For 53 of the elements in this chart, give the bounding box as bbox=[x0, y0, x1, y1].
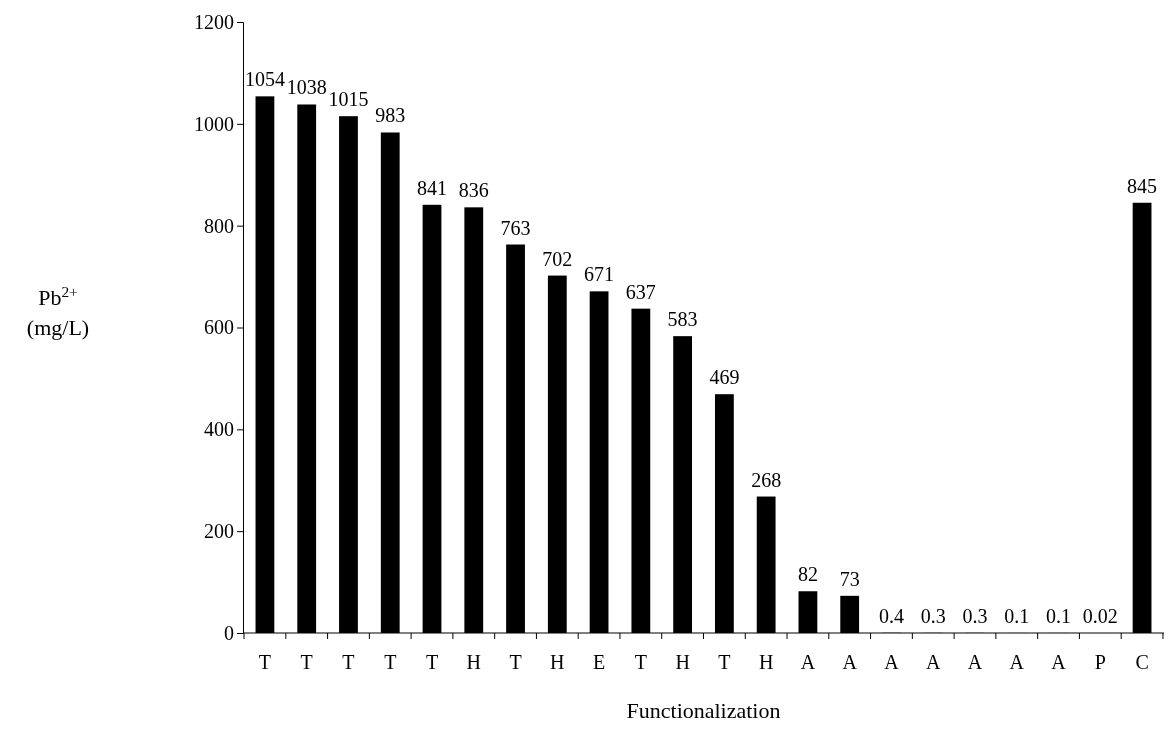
data-label: 763 bbox=[500, 216, 531, 239]
data-label: 268 bbox=[751, 468, 782, 491]
data-label: 845 bbox=[1127, 174, 1158, 197]
data-label: 82 bbox=[797, 563, 818, 586]
y-tick-label: 1000 bbox=[194, 112, 234, 135]
data-label: 1054 bbox=[244, 68, 285, 91]
y-tick-label: 400 bbox=[204, 418, 234, 441]
x-tick-label: H bbox=[466, 651, 481, 673]
x-tick-label: T bbox=[634, 651, 647, 673]
y-tick-label: 1200 bbox=[194, 10, 234, 33]
x-tick-label: T bbox=[384, 651, 397, 673]
data-label: 836 bbox=[458, 179, 489, 202]
x-tick-label: T bbox=[425, 651, 439, 673]
data-label: 0.02 bbox=[1082, 604, 1118, 627]
data-label: 1015 bbox=[328, 88, 369, 111]
x-tick-label: T bbox=[509, 651, 522, 673]
x-tick-label: T bbox=[718, 651, 731, 673]
data-label: 702 bbox=[542, 247, 573, 270]
x-tick-label: A bbox=[967, 651, 983, 673]
y-axis-title: Pb$^{2+}$ (mg/L) bbox=[26, 282, 90, 340]
x-tick-label: E bbox=[592, 651, 606, 673]
data-label: 469 bbox=[709, 366, 740, 389]
data-label: 73 bbox=[839, 567, 860, 590]
y-tick-label: 200 bbox=[204, 520, 234, 543]
data-label: 0.1 bbox=[1046, 604, 1072, 627]
x-tick-label: P bbox=[1094, 651, 1106, 673]
y-tick-label: 0 bbox=[224, 621, 234, 644]
data-label: 0.3 bbox=[920, 604, 946, 627]
data-label: 983 bbox=[375, 104, 406, 127]
data-label: 583 bbox=[667, 308, 698, 331]
x-tick-label: A bbox=[926, 651, 941, 673]
data-label: 841 bbox=[417, 176, 447, 199]
data-label: 0.4 bbox=[878, 604, 904, 627]
x-tick-label: H bbox=[550, 651, 565, 673]
x-tick-label: A bbox=[842, 651, 858, 673]
data-label: 637 bbox=[625, 280, 656, 303]
data-label: 0.3 bbox=[962, 604, 988, 627]
x-tick-label: T bbox=[258, 651, 272, 673]
x-tick-label: C bbox=[1135, 651, 1149, 673]
x-tick-label: T bbox=[342, 651, 355, 673]
x-tick-label: H bbox=[758, 651, 774, 673]
data-label: 1038 bbox=[286, 76, 327, 99]
y-tick-label: 800 bbox=[204, 214, 234, 237]
x-tick-label: A bbox=[800, 651, 816, 673]
x-tick-label: A bbox=[884, 651, 900, 673]
x-tick-label: A bbox=[1051, 651, 1067, 673]
y-tick-label: 600 bbox=[204, 316, 234, 339]
data-label: 671 bbox=[584, 263, 615, 286]
x-tick-label: T bbox=[300, 651, 313, 673]
x-axis-title: Functionalization bbox=[626, 698, 781, 723]
data-label: 0.1 bbox=[1004, 604, 1030, 627]
x-tick-label: H bbox=[675, 651, 690, 673]
x-tick-label: A bbox=[1009, 651, 1025, 673]
